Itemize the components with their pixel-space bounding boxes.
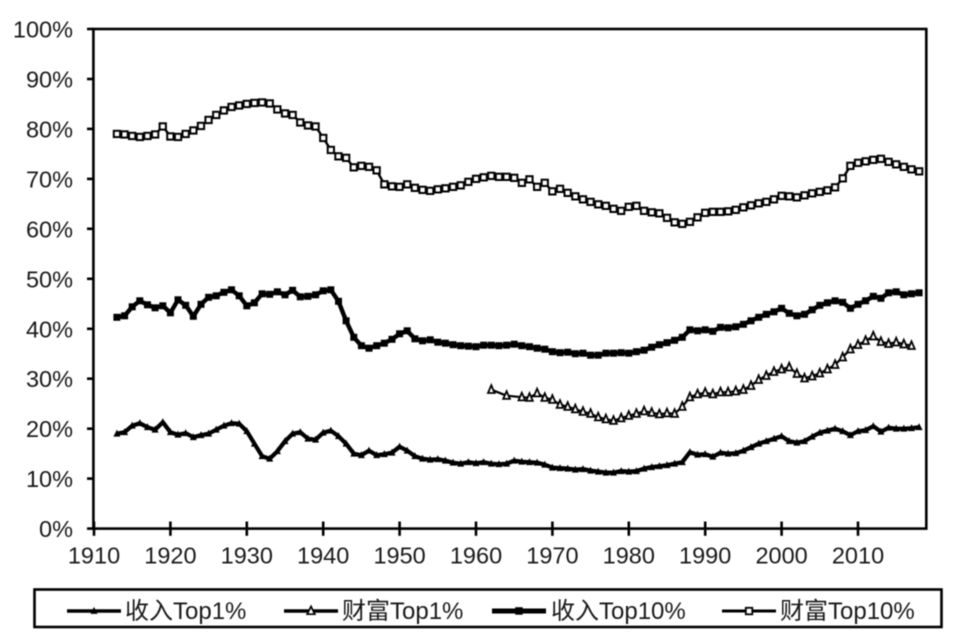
svg-text:2010: 2010 <box>832 543 884 569</box>
svg-text:80%: 80% <box>26 116 73 142</box>
svg-text:50%: 50% <box>26 266 73 292</box>
svg-text:Top10%: Top10% <box>599 598 686 625</box>
svg-text:1970: 1970 <box>526 543 578 569</box>
svg-text:2000: 2000 <box>755 543 807 569</box>
svg-text:1940: 1940 <box>297 543 349 569</box>
svg-text:60%: 60% <box>26 216 73 242</box>
svg-text:20%: 20% <box>26 416 73 442</box>
svg-text:1990: 1990 <box>679 543 731 569</box>
svg-text:1920: 1920 <box>144 543 196 569</box>
svg-text:100%: 100% <box>13 17 73 43</box>
svg-text:10%: 10% <box>26 466 73 492</box>
svg-text:1910: 1910 <box>68 543 120 569</box>
svg-text:30%: 30% <box>26 366 73 392</box>
svg-text:1980: 1980 <box>603 543 655 569</box>
svg-text:Top1%: Top1% <box>390 598 463 625</box>
svg-text:1930: 1930 <box>221 543 273 569</box>
svg-text:90%: 90% <box>26 67 73 93</box>
svg-text:0%: 0% <box>39 516 73 542</box>
svg-text:1950: 1950 <box>373 543 425 569</box>
svg-text:40%: 40% <box>26 316 73 342</box>
svg-text:1960: 1960 <box>450 543 502 569</box>
svg-text:Top1%: Top1% <box>173 598 246 625</box>
svg-text:Top10%: Top10% <box>828 598 915 625</box>
svg-text:70%: 70% <box>26 166 73 192</box>
